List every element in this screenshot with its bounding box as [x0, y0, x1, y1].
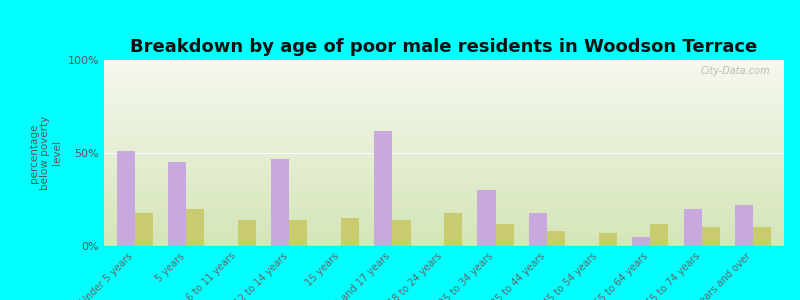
Bar	[632, 237, 650, 246]
Bar	[444, 212, 462, 246]
Bar	[598, 233, 617, 246]
Bar	[478, 190, 495, 246]
Bar	[238, 220, 256, 246]
Bar	[117, 151, 135, 246]
Title: Breakdown by age of poor male residents in Woodson Terrace: Breakdown by age of poor male residents …	[130, 38, 758, 56]
Bar	[753, 227, 771, 246]
Bar	[186, 209, 205, 246]
Bar	[702, 227, 720, 246]
Text: City-Data.com: City-Data.com	[701, 66, 770, 76]
Bar	[341, 218, 359, 246]
Bar	[495, 224, 514, 246]
Bar	[290, 220, 307, 246]
Bar	[547, 231, 565, 246]
Bar	[683, 209, 702, 246]
Bar	[650, 224, 668, 246]
Bar	[735, 205, 753, 246]
Bar	[529, 212, 547, 246]
Bar	[135, 212, 153, 246]
Bar	[393, 220, 410, 246]
Bar	[271, 159, 290, 246]
Y-axis label: percentage
below poverty
level: percentage below poverty level	[29, 116, 62, 190]
Bar	[168, 162, 186, 246]
Bar	[374, 131, 393, 246]
